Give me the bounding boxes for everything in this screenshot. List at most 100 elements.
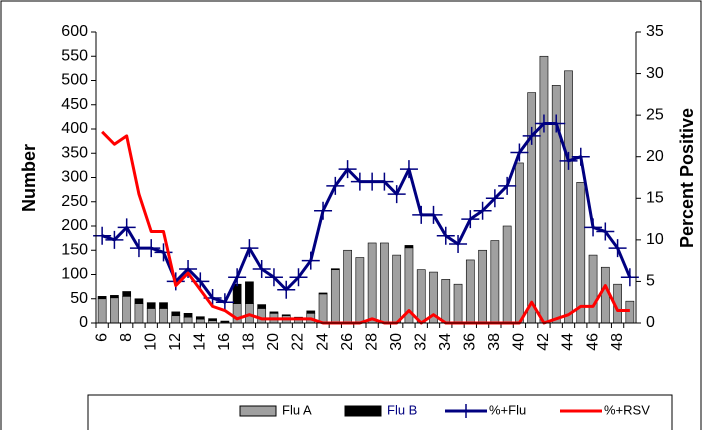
marker — [301, 251, 320, 270]
bar — [146, 302, 156, 309]
marker — [289, 268, 308, 287]
marker — [215, 293, 234, 312]
bar — [183, 312, 193, 318]
y-tick-label: 400 — [61, 120, 88, 137]
bar — [159, 302, 168, 309]
marker — [559, 151, 578, 170]
marker — [387, 185, 406, 204]
legend-label: Flu A — [282, 402, 312, 417]
marker — [338, 160, 357, 179]
bar — [502, 225, 512, 324]
x-tick-label: 26 — [339, 333, 356, 351]
x-tick-label: 40 — [511, 333, 528, 351]
bar — [306, 310, 316, 314]
marker — [608, 239, 627, 258]
y2-tick-label: 5 — [646, 273, 655, 290]
bar — [318, 292, 328, 295]
axes — [95, 32, 637, 324]
y2-tick-label: 25 — [646, 106, 664, 123]
y2-tick-label: 30 — [646, 65, 664, 82]
bar — [416, 269, 426, 324]
x-tick-label: 20 — [265, 333, 282, 351]
y2-tick-label: 10 — [646, 231, 664, 248]
bar — [171, 315, 181, 324]
marker — [436, 226, 455, 245]
marker — [264, 268, 283, 287]
marker — [510, 143, 529, 162]
bar — [97, 296, 107, 300]
bar — [600, 266, 610, 324]
bar — [576, 182, 586, 324]
x-tick-label: 42 — [535, 333, 552, 351]
bar — [208, 318, 217, 321]
marker — [584, 218, 603, 237]
marker — [461, 210, 480, 229]
marker — [473, 201, 492, 220]
bar — [232, 283, 242, 304]
x-tick-label: 18 — [241, 333, 258, 351]
x-tick-label: 12 — [167, 333, 184, 351]
y2-tick-label: 15 — [646, 190, 664, 207]
bar — [343, 249, 352, 324]
x-tick-label: 36 — [462, 333, 479, 351]
marker — [449, 235, 468, 254]
bar — [134, 303, 144, 324]
y-tick-label: 100 — [61, 266, 88, 283]
line — [101, 130, 630, 325]
bar — [330, 268, 340, 270]
marker — [142, 239, 161, 258]
marker — [228, 268, 247, 287]
marker — [240, 239, 259, 258]
x-tick-label: 6 — [93, 333, 110, 342]
bar — [257, 304, 267, 309]
y-tick-label: 150 — [61, 241, 88, 258]
bar — [122, 296, 132, 324]
bar — [110, 295, 119, 299]
marker — [547, 114, 566, 133]
bar — [355, 257, 365, 324]
legend-label: %+RSV — [604, 402, 650, 417]
bar — [159, 308, 168, 324]
bar — [195, 316, 205, 320]
y-tick-label: 200 — [61, 217, 88, 234]
bar — [625, 300, 635, 324]
marker — [498, 176, 517, 195]
bar — [146, 308, 156, 324]
bar — [380, 242, 389, 324]
x-tick-label: 10 — [142, 333, 159, 351]
y-tick-label: 600 — [61, 23, 88, 40]
bar — [134, 298, 144, 304]
x-tick-label: 8 — [118, 333, 135, 342]
y-tick-label: 350 — [61, 144, 88, 161]
y-tick-label: 0 — [79, 314, 88, 331]
marker — [485, 189, 504, 208]
legend-label: Flu B — [387, 402, 417, 417]
x-tick-label: 24 — [314, 333, 331, 351]
marker — [596, 222, 615, 241]
bar — [564, 70, 573, 324]
bar — [171, 311, 181, 317]
bar — [245, 281, 254, 304]
y2-axis-label: Percent Positive — [677, 108, 697, 248]
marker — [424, 205, 443, 224]
marker — [399, 160, 418, 179]
y2-tick-label: 20 — [646, 148, 664, 165]
y-axis-label: Number — [19, 144, 39, 212]
marker — [326, 176, 345, 195]
marker — [375, 172, 394, 191]
x-tick-label: 32 — [412, 333, 429, 351]
bar — [392, 254, 402, 324]
marker — [314, 201, 333, 220]
bar — [453, 283, 463, 324]
bar — [269, 311, 279, 314]
y-tick-label: 300 — [61, 169, 88, 186]
x-tick-label: 38 — [486, 333, 503, 351]
marker — [252, 259, 271, 278]
y-tick-label: 250 — [61, 193, 88, 210]
line — [101, 121, 632, 304]
legend-swatch — [344, 405, 382, 417]
legend-swatch — [239, 405, 277, 417]
x-tick-label: 44 — [560, 333, 577, 351]
bar — [195, 318, 205, 324]
